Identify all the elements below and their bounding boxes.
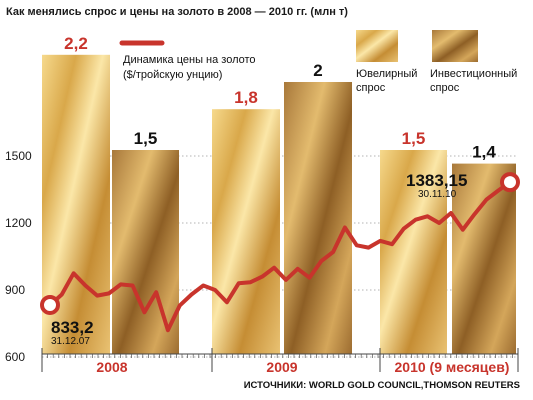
jewelry-bar-label-2: 1,5 <box>402 129 426 148</box>
price-start-marker <box>40 294 60 315</box>
investment-bar-0 <box>112 150 179 354</box>
legend-jewelry-label-2: спрос <box>356 82 386 94</box>
bars <box>42 54 516 355</box>
end-date-annotation: 30.11.10 <box>418 189 457 200</box>
start-date-annotation: 31.12.07 <box>51 336 90 347</box>
y-tick-1500: 1500 <box>5 149 32 163</box>
price-line-path <box>48 180 512 333</box>
price-end-marker <box>500 172 520 193</box>
legend-jewelry-label-1: Ювелирный <box>356 68 417 80</box>
end-price-annotation: 1383,15 <box>406 171 467 190</box>
start-price-annotation: 833,2 <box>51 318 94 337</box>
investment-bar-label-2: 1,4 <box>472 143 496 162</box>
y-tick-1200: 1200 <box>5 216 32 230</box>
legend-line-label-1: Динамика цены на золото <box>123 54 256 66</box>
investment-bar-label-1: 2 <box>313 61 322 80</box>
chart-title: Как менялись спрос и цены на золото в 20… <box>6 6 348 18</box>
y-axis-ticks: 600 900 1200 1500 <box>5 149 32 364</box>
legend: Динамика цены на золото ($/тройскую унци… <box>119 30 517 94</box>
year-label-0: 2008 <box>96 359 127 375</box>
investment-bar-label-0: 1,5 <box>134 129 158 148</box>
jewelry-bar-1 <box>212 109 280 354</box>
jewelry-bar-2 <box>380 150 447 354</box>
investment-bar-1 <box>284 82 352 354</box>
year-label-2: 2010 (9 месяцев) <box>395 359 510 375</box>
legend-jewelry-swatch <box>356 30 398 62</box>
y-tick-900: 900 <box>5 283 25 297</box>
legend-investment-label-1: Инвестиционный <box>430 68 517 80</box>
y-tick-600: 600 <box>5 350 25 364</box>
investment-bar-2 <box>452 163 516 354</box>
price-line <box>40 172 520 333</box>
legend-line-label-2: ($/тройскую унцию) <box>123 69 222 81</box>
bar-labels: 2,2 1,8 1,5 1,5 2 1,4 <box>64 34 496 162</box>
jewelry-bar-label-1: 1,8 <box>234 88 258 107</box>
x-axis <box>41 348 519 372</box>
year-labels: 2008 2009 2010 (9 месяцев) <box>96 359 509 375</box>
year-label-1: 2009 <box>266 359 297 375</box>
annotations: 833,2 31.12.07 1383,15 30.11.10 <box>51 171 467 347</box>
legend-investment-swatch <box>432 30 478 62</box>
source-note: ИСТОЧНИКИ: WORLD GOLD COUNCIL,THOMSON RE… <box>244 380 520 391</box>
jewelry-bar-label-0: 2,2 <box>64 34 88 53</box>
legend-investment-label-2: спрос <box>430 82 460 94</box>
